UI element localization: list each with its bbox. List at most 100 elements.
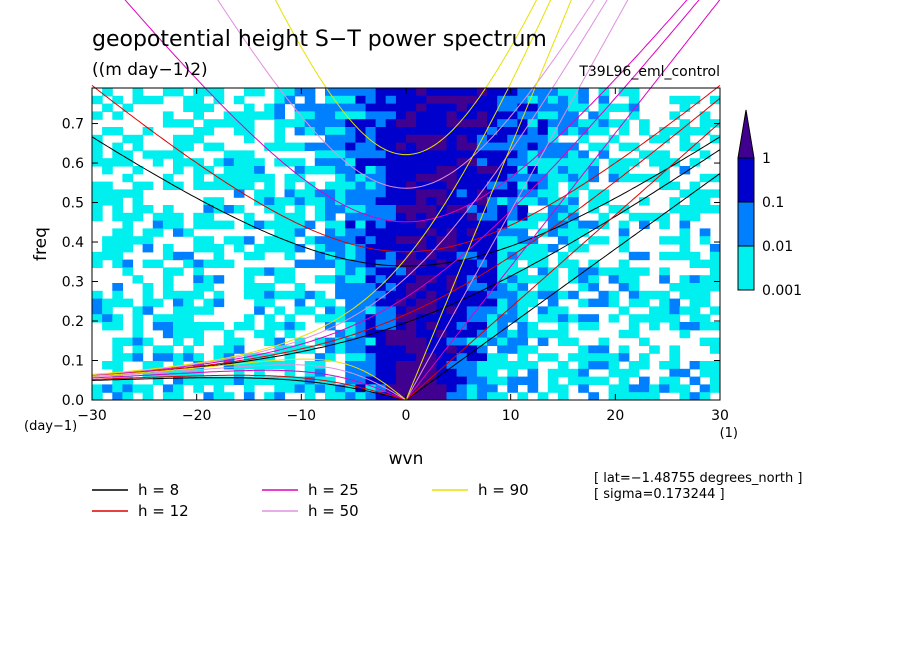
power-cell bbox=[173, 134, 184, 144]
power-cell bbox=[476, 166, 488, 175]
power-cell bbox=[193, 111, 204, 120]
power-cell bbox=[436, 283, 448, 292]
power-cell bbox=[709, 322, 720, 331]
power-cell bbox=[102, 306, 113, 315]
power-cell bbox=[325, 150, 336, 159]
power-cell bbox=[304, 127, 316, 136]
power-cell bbox=[476, 314, 488, 323]
power-cell bbox=[314, 150, 326, 159]
power-cell bbox=[173, 158, 184, 167]
power-cell bbox=[183, 322, 194, 331]
power-cell bbox=[284, 173, 296, 183]
power-cell bbox=[304, 88, 316, 97]
power-cell bbox=[345, 127, 356, 136]
power-cell bbox=[355, 134, 367, 144]
power-cell bbox=[416, 173, 427, 183]
power-cell bbox=[243, 150, 255, 159]
power-cell bbox=[639, 353, 650, 362]
power-cell bbox=[487, 384, 498, 393]
power-cell bbox=[557, 119, 569, 128]
power-cell bbox=[487, 259, 498, 268]
power-cell bbox=[446, 392, 458, 400]
power-cell bbox=[537, 127, 549, 136]
power-cell bbox=[649, 150, 660, 159]
power-cell bbox=[375, 173, 387, 183]
power-cell bbox=[588, 314, 599, 323]
power-cell bbox=[325, 353, 336, 362]
power-cell bbox=[537, 119, 549, 128]
power-cell bbox=[304, 220, 316, 229]
power-cell bbox=[233, 236, 245, 245]
power-cell bbox=[183, 345, 194, 354]
power-cell bbox=[669, 127, 681, 136]
power-cell bbox=[628, 88, 640, 97]
power-cell bbox=[649, 306, 660, 315]
power-cell bbox=[517, 345, 529, 354]
power-cell bbox=[375, 205, 387, 214]
power-cell bbox=[487, 111, 498, 120]
power-cell bbox=[466, 111, 478, 120]
power-cell bbox=[345, 197, 356, 206]
power-cell bbox=[547, 267, 559, 276]
power-cell bbox=[284, 212, 296, 222]
power-cell bbox=[264, 189, 275, 198]
power-cell bbox=[487, 314, 498, 323]
power-cell bbox=[274, 212, 285, 222]
power-cell bbox=[243, 119, 255, 128]
power-cell bbox=[709, 205, 720, 214]
power-cell bbox=[487, 361, 498, 370]
power-cell bbox=[406, 88, 417, 97]
power-cell bbox=[142, 95, 154, 105]
x-tick-label: 10 bbox=[502, 408, 520, 424]
power-cell bbox=[547, 205, 559, 214]
power-cell bbox=[426, 88, 437, 97]
power-cell bbox=[578, 283, 589, 292]
power-cell bbox=[325, 158, 336, 167]
power-cell bbox=[233, 150, 245, 159]
power-cell bbox=[395, 134, 407, 144]
power-cell bbox=[355, 283, 367, 292]
power-cell bbox=[395, 384, 407, 393]
power-cell bbox=[598, 345, 610, 354]
power-cell bbox=[476, 361, 488, 370]
power-cell bbox=[557, 173, 569, 183]
power-cell bbox=[406, 228, 417, 237]
power-cell bbox=[689, 251, 701, 261]
power-cell bbox=[345, 275, 356, 284]
power-cell bbox=[709, 283, 720, 292]
power-cell bbox=[649, 322, 660, 331]
power-cell bbox=[274, 88, 285, 97]
power-cell bbox=[527, 251, 539, 261]
power-cell bbox=[416, 142, 427, 151]
power-cell bbox=[325, 103, 336, 112]
power-cell bbox=[446, 166, 458, 175]
power-cell bbox=[142, 205, 154, 214]
power-cell bbox=[436, 345, 448, 354]
power-cell bbox=[628, 267, 640, 276]
power-cell bbox=[557, 337, 569, 346]
power-cell bbox=[325, 111, 336, 120]
power-cell bbox=[284, 267, 296, 276]
power-cell bbox=[618, 244, 630, 253]
power-cell bbox=[345, 376, 356, 385]
power-cell bbox=[335, 306, 346, 315]
power-cell bbox=[325, 205, 336, 214]
power-cell bbox=[375, 314, 387, 323]
colorbar-label: 0.01 bbox=[762, 239, 793, 255]
power-cell bbox=[375, 322, 387, 331]
power-cell bbox=[112, 158, 123, 167]
power-cell bbox=[375, 134, 387, 144]
power-cell bbox=[497, 283, 508, 292]
power-cell bbox=[517, 267, 529, 276]
power-cell bbox=[476, 95, 488, 105]
power-cell bbox=[426, 283, 437, 292]
power-cell bbox=[284, 251, 296, 261]
power-cell bbox=[456, 158, 468, 167]
power-cell bbox=[487, 244, 498, 253]
power-cell bbox=[416, 290, 427, 300]
power-cell bbox=[436, 158, 448, 167]
power-cell bbox=[649, 212, 660, 222]
power-cell bbox=[233, 244, 245, 253]
power-cell bbox=[689, 259, 701, 268]
power-cell bbox=[578, 158, 589, 167]
